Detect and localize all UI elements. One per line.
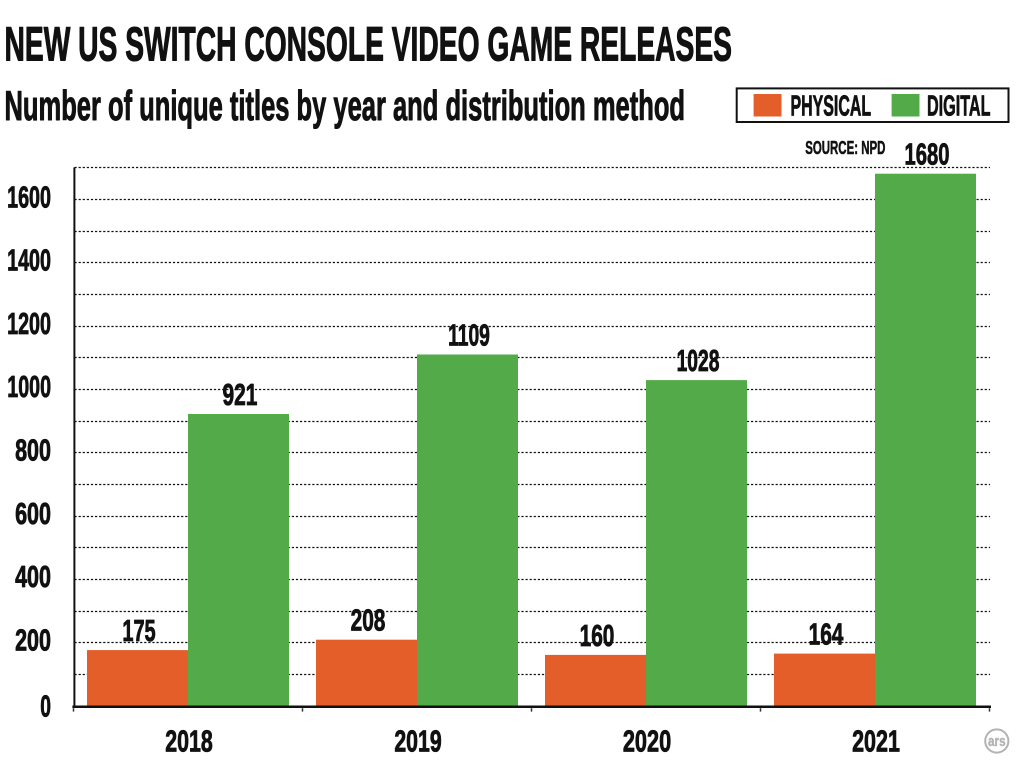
svg-text:1400: 1400 bbox=[7, 245, 51, 278]
svg-text:2021: 2021 bbox=[852, 726, 900, 759]
svg-text:800: 800 bbox=[15, 435, 51, 468]
svg-text:SOURCE: NPD: SOURCE: NPD bbox=[805, 137, 885, 158]
svg-text:164: 164 bbox=[809, 619, 844, 652]
svg-text:600: 600 bbox=[15, 498, 51, 531]
svg-text:921: 921 bbox=[223, 379, 258, 412]
svg-text:DIGITAL: DIGITAL bbox=[927, 90, 991, 122]
svg-text:0: 0 bbox=[40, 691, 51, 724]
svg-text:175: 175 bbox=[122, 615, 155, 648]
svg-text:1000: 1000 bbox=[7, 371, 51, 404]
svg-text:1109: 1109 bbox=[448, 320, 490, 353]
svg-text:PHYSICAL: PHYSICAL bbox=[791, 90, 872, 122]
svg-text:1200: 1200 bbox=[7, 308, 51, 341]
svg-text:ars: ars bbox=[988, 734, 1006, 750]
svg-text:1680: 1680 bbox=[905, 139, 950, 172]
svg-text:1028: 1028 bbox=[677, 345, 720, 378]
svg-text:1600: 1600 bbox=[7, 181, 51, 214]
svg-text:160: 160 bbox=[580, 620, 615, 653]
svg-text:2020: 2020 bbox=[623, 726, 671, 759]
svg-text:208: 208 bbox=[351, 605, 386, 638]
svg-text:2019: 2019 bbox=[394, 726, 441, 759]
svg-text:400: 400 bbox=[15, 561, 51, 594]
svg-text:200: 200 bbox=[15, 624, 51, 657]
svg-text:Number of unique titles by yea: Number of unique titles by year and dist… bbox=[5, 82, 686, 129]
svg-text:NEW US SWITCH CONSOLE VIDEO GA: NEW US SWITCH CONSOLE VIDEO GAME RELEASE… bbox=[5, 19, 733, 72]
svg-text:2018: 2018 bbox=[165, 726, 213, 759]
